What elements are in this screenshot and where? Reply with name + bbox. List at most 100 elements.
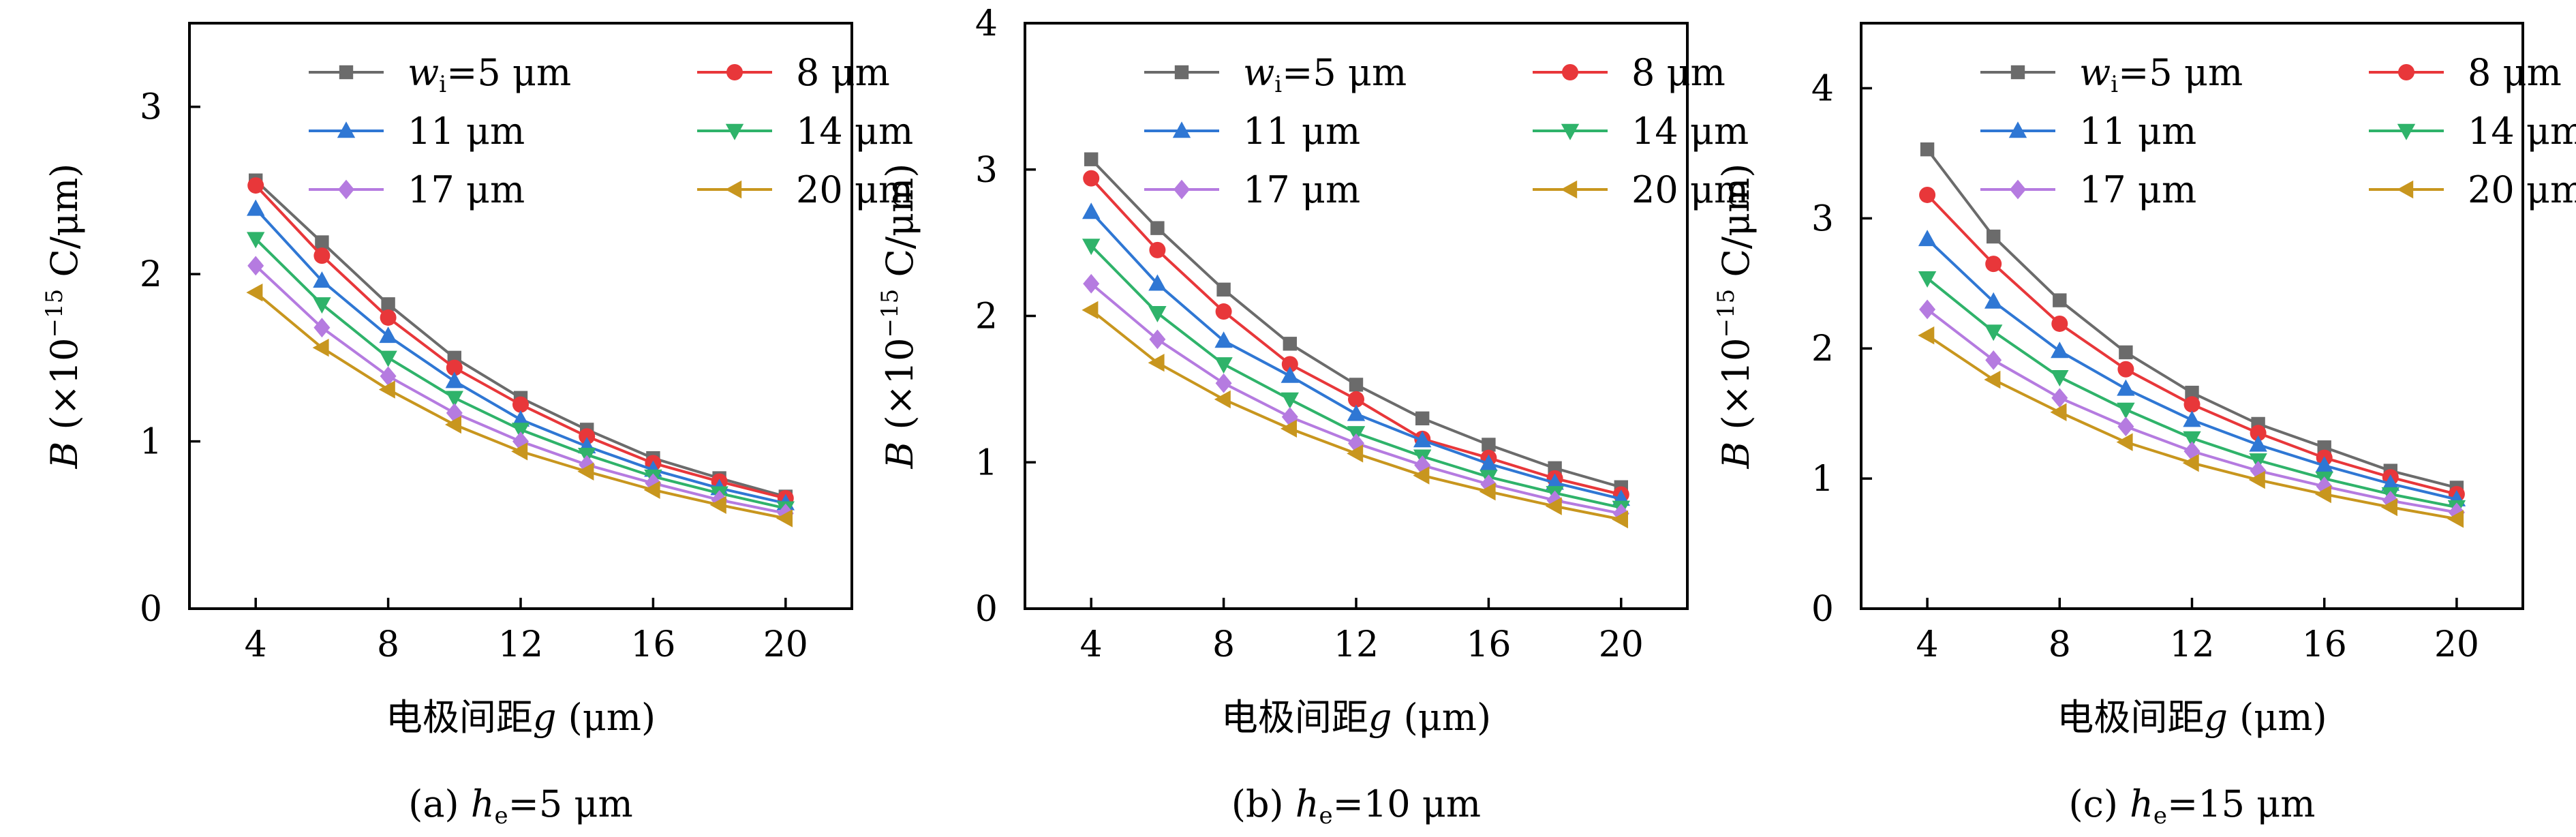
data-point: [1083, 170, 1100, 187]
legend-label: 14 μm: [1631, 110, 1749, 153]
data-point: [2051, 341, 2069, 359]
x-tick-label: 20: [1599, 624, 1644, 665]
data-point: [445, 415, 461, 434]
series-line: [254, 238, 786, 510]
series-5: [1082, 301, 1628, 529]
x-tick-label: 4: [1080, 624, 1103, 665]
data-point: [313, 247, 331, 264]
legend-item: 8 μm: [2369, 51, 2562, 94]
legend-swatch-marker: [338, 179, 354, 200]
data-point: [313, 271, 331, 288]
x-tick-label: 8: [1212, 624, 1235, 665]
legend-item: 14 μm: [1533, 110, 1749, 153]
legend-swatch-marker: [1174, 65, 1189, 80]
data-point: [2182, 454, 2199, 472]
data-point: [1083, 273, 1100, 294]
legend-item: 14 μm: [2369, 110, 2576, 153]
data-point: [2381, 474, 2399, 491]
data-point: [1347, 404, 1366, 421]
data-point: [246, 283, 263, 302]
data-point: [1984, 370, 2001, 389]
legend-swatch-marker: [1561, 123, 1580, 140]
panel-caption: (a) he=5 μm: [408, 782, 632, 830]
data-point: [380, 366, 397, 386]
legend-label: 20 μm: [2468, 168, 2576, 211]
legend-item: 20 μm: [1533, 168, 1749, 211]
y-tick-label: 2: [1811, 329, 1834, 369]
data-point: [1918, 230, 1937, 247]
series-5: [1918, 326, 2464, 528]
data-point: [379, 326, 397, 344]
data-point: [1281, 356, 1298, 373]
data-point: [2050, 403, 2067, 421]
legend-label: 8 μm: [2468, 51, 2562, 94]
data-point: [512, 396, 529, 413]
data-point: [1281, 366, 1299, 383]
data-point: [2381, 498, 2397, 517]
data-point: [1148, 306, 1167, 323]
data-point: [1984, 324, 2003, 341]
legend-label: 20 μm: [1631, 168, 1749, 211]
data-point: [511, 410, 530, 427]
legend-item: 11 μm: [1144, 110, 1360, 153]
x-tick-label: 8: [2049, 624, 2071, 665]
data-point: [1984, 292, 2003, 309]
legend-label: 14 μm: [796, 110, 913, 153]
legend-item: 20 μm: [2369, 168, 2576, 211]
y-tick-label: 1: [975, 442, 998, 483]
legend-item: 11 μm: [309, 110, 525, 153]
data-point: [379, 350, 397, 367]
data-point: [1918, 326, 1935, 345]
legend-swatch-marker: [2008, 121, 2027, 138]
data-point: [315, 235, 329, 249]
data-point: [1215, 373, 1232, 393]
data-point: [1413, 466, 1430, 485]
legend-swatch-marker: [2010, 179, 2026, 200]
data-point: [378, 380, 395, 399]
data-point: [1985, 350, 2002, 370]
data-point: [1919, 299, 1936, 320]
legend-label: 8 μm: [796, 51, 890, 94]
series-5: [246, 283, 793, 528]
data-point: [1987, 229, 2001, 244]
x-tick-label: 16: [630, 624, 675, 665]
data-point: [1149, 329, 1166, 350]
data-point: [2315, 456, 2333, 473]
legend-swatch-marker: [2010, 65, 2025, 80]
y-tick-label: 1: [140, 422, 162, 463]
x-tick-label: 4: [245, 624, 267, 665]
legend-label: 11 μm: [2079, 110, 2196, 153]
data-point: [2117, 379, 2135, 396]
x-tick-label: 12: [498, 624, 543, 665]
data-point: [776, 509, 793, 528]
data-point: [313, 318, 331, 338]
data-point: [2119, 345, 2133, 360]
data-point: [511, 423, 530, 440]
data-point: [579, 428, 596, 445]
legend: wi=5 μm 8 μm 11 μm 14 μm 17 μm 20 μm: [309, 51, 913, 211]
legend-item: 14 μm: [697, 110, 913, 153]
data-point: [2248, 470, 2265, 489]
data-point: [380, 309, 397, 326]
data-point: [1214, 357, 1233, 374]
legend: wi=5 μm 8 μm 11 μm 14 μm 17 μm 20 μm: [1144, 51, 1749, 211]
y-tick-label: 2: [975, 296, 998, 337]
legend-label: wi=5 μm: [408, 51, 571, 98]
legend-item: 17 μm: [309, 168, 525, 211]
y-tick-label: 3: [140, 87, 162, 128]
data-point: [2117, 361, 2134, 378]
y-tick-label: 1: [1811, 459, 1834, 500]
data-point: [1281, 392, 1299, 409]
data-point: [1612, 510, 1628, 529]
x-tick-label: 12: [1334, 624, 1379, 665]
x-tick-label: 4: [1916, 624, 1939, 665]
legend-item: 8 μm: [1533, 51, 1726, 94]
data-point: [1148, 274, 1167, 291]
x-tick-label: 16: [1466, 624, 1511, 665]
data-point: [2051, 370, 2069, 387]
x-tick-label: 20: [763, 624, 808, 665]
series-line: [1090, 245, 1622, 509]
data-point: [446, 359, 463, 376]
data-point: [1920, 142, 1935, 157]
